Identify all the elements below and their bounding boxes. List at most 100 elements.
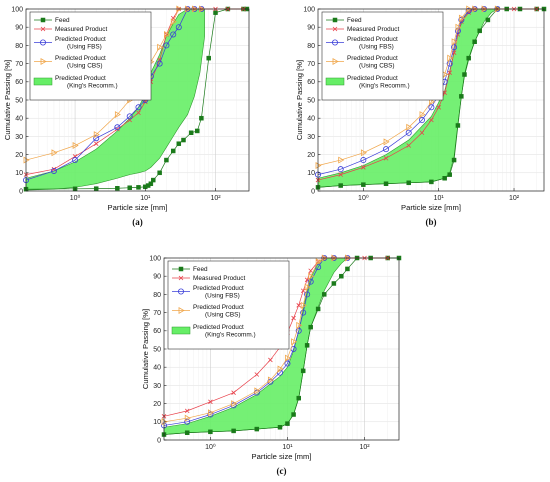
series-line-predicted-cbs xyxy=(163,257,348,423)
legend-label: (King's Recomm.) xyxy=(67,82,118,89)
x-axis-label: Particle size [mm] xyxy=(252,452,312,461)
legend-swatch-band xyxy=(325,77,345,86)
data-point-feed xyxy=(429,179,434,185)
data-point-measured-product xyxy=(436,104,441,110)
data-point-predicted-fbs xyxy=(383,146,390,153)
data-point-feed xyxy=(148,181,154,186)
y-tick-label: 70 xyxy=(15,61,23,68)
y-tick-label: 80 xyxy=(15,43,23,50)
data-point-feed xyxy=(455,123,461,128)
legend-swatch-marker xyxy=(178,307,185,314)
data-point-measured-product xyxy=(383,155,389,161)
data-point-predicted-cbs xyxy=(458,14,465,22)
x-tick-label: 10⁰ xyxy=(70,194,81,202)
panel-c: 0 10 20 30 40 50 60 70 80 90 100 10⁰ 10¹ 10² Particle … xyxy=(141,254,402,476)
data-point-predicted-cbs xyxy=(93,131,100,139)
legend-label: Measured Product xyxy=(347,26,399,33)
y-tick-label: 80 xyxy=(153,292,161,299)
legend-label: Measured Product xyxy=(193,275,245,282)
legend-swatch-marker xyxy=(178,275,184,281)
data-point-feed xyxy=(208,429,213,435)
y-tick-label: 60 xyxy=(15,79,23,86)
data-point-measured-product xyxy=(406,143,411,148)
y-tick-label: 90 xyxy=(307,25,315,32)
legend-item-predicted-cbs: Predicted Product(Using CBS) xyxy=(172,304,244,318)
data-point-feed xyxy=(170,148,176,154)
data-point-measured-product xyxy=(338,172,343,177)
series-line-predicted-fbs xyxy=(163,257,348,426)
data-point-predicted-cbs xyxy=(308,272,315,280)
data-point-predicted-fbs xyxy=(230,402,237,409)
y-tick-label: 50 xyxy=(153,346,161,353)
data-point-predicted-cbs xyxy=(338,156,345,164)
data-point-predicted-fbs xyxy=(207,411,214,418)
data-point-predicted-fbs xyxy=(126,113,133,120)
data-point-predicted-cbs xyxy=(428,98,435,106)
legend-label: (Using FBS) xyxy=(67,43,102,50)
legend-box xyxy=(167,260,290,350)
y-tick-label: 10 xyxy=(153,419,161,426)
data-point-measured-product xyxy=(447,70,452,75)
legend-swatch-marker xyxy=(332,17,338,23)
data-point-predicted-fbs xyxy=(50,167,57,174)
legend-label: Predicted Product xyxy=(55,36,106,43)
data-point-feed xyxy=(462,72,467,77)
y-tick-label: 60 xyxy=(153,328,161,335)
legend-item-feed: Feed xyxy=(172,266,208,273)
data-point-predicted-cbs xyxy=(277,365,284,373)
legend-box xyxy=(29,11,152,101)
y-tick-label: 30 xyxy=(15,134,23,141)
data-point-feed xyxy=(300,368,306,374)
y-tick-label: 30 xyxy=(153,383,161,390)
legend-item-kings-recomm: Predicted Product(King's Recomm.) xyxy=(171,324,256,338)
legend-swatch-marker xyxy=(40,39,47,46)
data-point-predicted-cbs xyxy=(447,54,454,62)
y-tick-label: 80 xyxy=(307,43,315,50)
data-point-feed xyxy=(136,185,141,190)
y-axis-label: Cumulative Passing [%] xyxy=(3,60,12,140)
data-point-predicted-cbs xyxy=(157,43,164,51)
data-point-measured-product xyxy=(361,165,366,170)
legend-swatch-marker xyxy=(40,58,47,65)
y-tick-label: 40 xyxy=(153,365,161,372)
y-tick-label: 0 xyxy=(311,188,315,195)
data-point-feed xyxy=(164,157,169,163)
data-point-feed xyxy=(195,128,200,134)
data-point-predicted-fbs xyxy=(175,24,182,31)
data-point-predicted-fbs xyxy=(184,418,191,425)
legend-label: (Using CBS) xyxy=(67,62,103,69)
legend-item-predicted-fbs: Predicted Product(Using FBS) xyxy=(172,285,244,299)
data-point-feed xyxy=(176,141,182,146)
data-point-predicted-cbs xyxy=(114,111,121,119)
y-tick-label: 60 xyxy=(307,79,315,86)
data-point-feed xyxy=(127,185,132,190)
data-point-predicted-fbs xyxy=(465,7,472,14)
x-tick-label: 10² xyxy=(509,195,520,202)
data-point-feed xyxy=(277,425,283,430)
y-tick-label: 100 xyxy=(149,255,161,262)
data-point-predicted-fbs xyxy=(163,42,170,49)
data-point-predicted-cbs xyxy=(208,409,214,417)
legend-label: Feed xyxy=(193,266,208,273)
y-axis-label: Cumulative Passing [%] xyxy=(141,309,150,389)
data-point-feed xyxy=(339,273,344,279)
y-tick-label: 20 xyxy=(15,152,23,159)
x-tick-label: 10⁰ xyxy=(358,194,369,202)
x-axis-label: Particle size [mm] xyxy=(108,203,168,212)
data-point-feed xyxy=(199,115,204,121)
y-tick-label: 70 xyxy=(153,310,161,317)
legend-label: Measured Product xyxy=(55,26,107,33)
y-tick-label: 50 xyxy=(15,97,23,104)
data-point-feed xyxy=(93,186,99,191)
data-point-predicted-fbs xyxy=(156,60,163,67)
data-point-feed xyxy=(485,17,491,23)
legend-swatch-band xyxy=(171,326,191,335)
data-point-feed xyxy=(115,186,120,191)
data-point-predicted-fbs xyxy=(114,124,121,131)
legend-label: Predicted Product xyxy=(193,285,244,292)
legend-item-predicted-cbs: Predicted Product(Using CBS) xyxy=(34,55,106,69)
data-point-measured-product xyxy=(208,399,213,405)
data-point-predicted-fbs xyxy=(72,157,79,164)
